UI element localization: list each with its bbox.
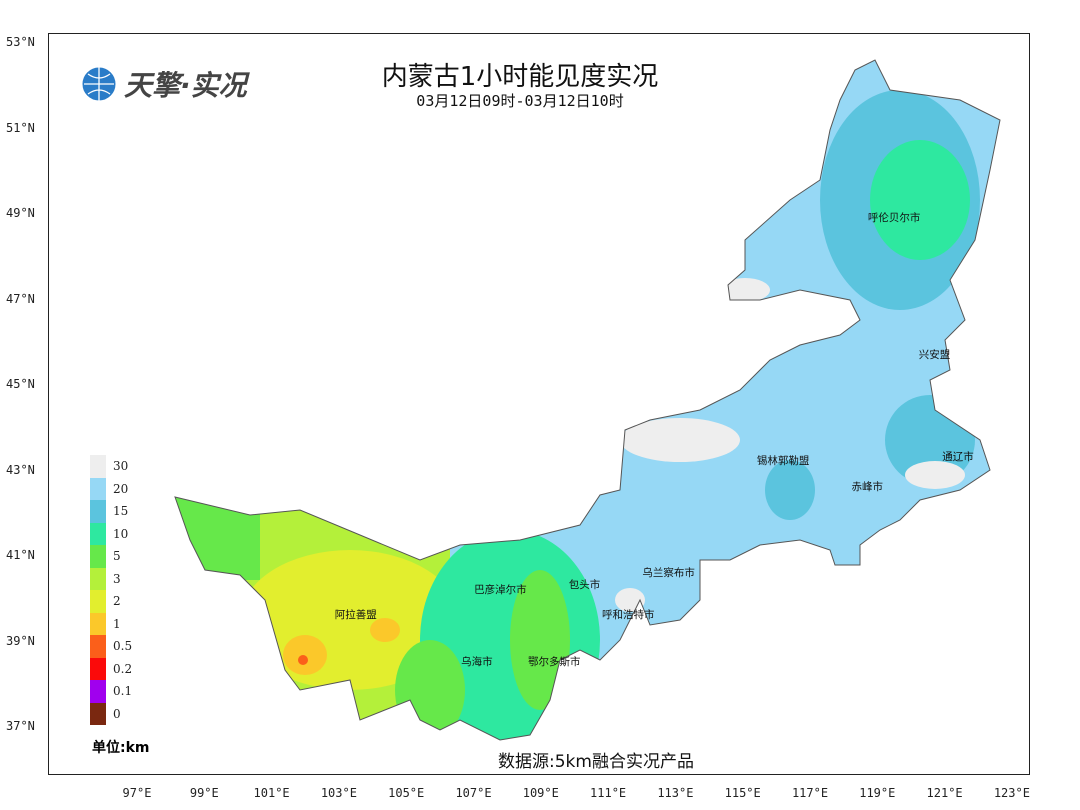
lon-tick: 109°E [522,786,559,800]
region-10km [870,140,970,260]
city-label: 兴安盟 [918,348,951,361]
legend-label: 0.2 [113,661,133,676]
legend-label: 15 [113,504,129,518]
lon-tick: 103°E [320,786,357,800]
legend-swatch [90,500,106,523]
lat-tick: 51°N [6,120,35,135]
legend-swatch [90,455,106,478]
lat-tick: 47°N [6,291,35,306]
legend-swatch [90,657,106,680]
lon-tick: 117°E [791,786,829,800]
legend-swatch [90,590,106,613]
legend-label: 3 [113,571,121,586]
city-label: 锡林郭勒盟 [756,455,810,468]
color-legend: 30 20 15 10 5 3 2 1 0.5 0.2 0.1 0 [90,455,132,725]
legend-label: 10 [113,526,129,541]
region-15km [765,460,815,520]
city-label: 乌海市 [461,656,493,669]
legend-swatch [90,635,106,658]
city-label: 阿拉善盟 [334,609,377,622]
logo: 天擎·实况 [80,64,247,104]
region-5km [175,480,260,580]
lat-tick: 37°N [6,719,35,733]
lon-tick: 121°E [926,786,963,800]
city-label: 呼伦贝尔市 [867,211,921,224]
legend-unit: 单位:km [92,740,150,756]
logo-text: 天擎·实况 [124,69,247,102]
legend-label: 1 [113,616,121,631]
legend-swatch [90,680,106,703]
region-30km [720,278,770,302]
legend-label: 0.1 [113,684,133,698]
region-5km [510,570,570,710]
region-1km [370,618,400,642]
province-border [174,59,1001,741]
city-label: 乌兰察布市 [642,566,695,579]
region-0.5km [298,655,308,665]
city-label: 通辽市 [942,451,974,464]
lat-tick: 45°N [6,377,35,391]
lon-tick: 111°E [590,786,627,800]
legend-label: 2 [113,594,121,608]
legend-label: 5 [113,549,121,563]
lat-tick: 43°N [6,462,35,477]
map-frame [48,33,1030,775]
lon-tick: 97°E [122,786,152,800]
globe-icon [81,66,117,102]
lon-tick: 99°E [189,786,219,800]
region-30km [620,418,740,462]
legend-swatch [90,702,106,725]
legend-label: 20 [113,481,129,496]
lon-tick: 123°E [993,786,1030,800]
data-source: 数据源:5km融合实况产品 [498,752,694,772]
lon-tick: 105°E [388,786,425,800]
legend-swatch [90,522,106,545]
legend-swatch [90,612,106,635]
legend-swatch [90,567,106,590]
region-1km [283,635,327,675]
lat-tick: 39°N [6,633,35,648]
lat-tick: 49°N [6,206,35,220]
lat-tick: 41°N [6,548,35,562]
lon-tick: 107°E [455,786,492,800]
legend-label: 30 [113,459,129,473]
lon-tick: 115°E [724,786,761,800]
city-label: 鄂尔多斯市 [528,656,581,669]
lon-tick: 113°E [657,786,694,800]
city-label: 巴彦淖尔市 [474,583,527,596]
legend-label: 0.5 [113,639,133,653]
lat-tick: 53°N [6,35,35,49]
lon-tick: 101°E [253,786,290,800]
map-subtitle: 03月12日09时-03月12日10时 [416,92,624,110]
city-label: 包头市 [568,579,601,592]
legend-swatch [90,477,106,500]
legend-label: 0 [113,706,121,721]
city-label: 呼和浩特市 [602,609,655,622]
map-title: 内蒙古1小时能见度实况 [381,62,659,92]
city-label: 赤峰市 [851,481,883,494]
lon-tick: 119°E [859,786,896,800]
region-30km [905,461,965,489]
legend-swatch [90,545,106,568]
